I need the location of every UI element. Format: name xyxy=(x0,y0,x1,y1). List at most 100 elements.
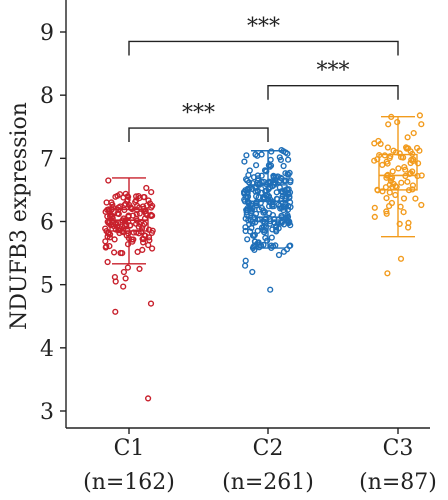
data-point xyxy=(139,225,146,232)
data-point xyxy=(243,212,250,219)
data-point xyxy=(143,184,150,192)
data-point xyxy=(377,140,384,148)
data-point xyxy=(397,203,404,210)
data-point xyxy=(273,195,280,202)
data-point xyxy=(102,244,109,251)
data-point xyxy=(148,189,155,196)
y-axis-title: NDUFB3 expression xyxy=(7,102,32,330)
data-point xyxy=(262,234,269,242)
data-point xyxy=(392,191,399,199)
data-point xyxy=(267,286,274,293)
data-point xyxy=(400,154,407,161)
data-point xyxy=(280,162,287,170)
significance-layer: *** *** *** xyxy=(128,14,399,143)
data-point xyxy=(374,187,381,194)
axis-layer: 3 4 5 6 7 8 9 C1 (n=162) C2 (n=261) C3 (n=87) xyxy=(40,0,437,495)
data-point xyxy=(400,209,407,216)
data-point xyxy=(416,112,424,119)
data-point xyxy=(249,180,256,187)
data-point xyxy=(395,165,402,172)
data-point xyxy=(242,215,249,222)
data-point xyxy=(418,121,425,128)
data-point xyxy=(270,243,277,250)
y-tick-label: 8 xyxy=(40,84,54,109)
data-point xyxy=(405,224,412,231)
data-point xyxy=(252,184,259,192)
data-point xyxy=(138,218,145,226)
data-point xyxy=(381,152,388,159)
data-point xyxy=(102,238,109,245)
data-point xyxy=(256,206,263,213)
data-point xyxy=(133,211,140,218)
data-point xyxy=(110,249,118,256)
data-point xyxy=(384,160,391,167)
data-point xyxy=(241,190,248,197)
data-point xyxy=(277,177,284,184)
x-category-label: C1 xyxy=(114,436,145,461)
data-point xyxy=(414,144,421,152)
data-point xyxy=(283,246,291,253)
data-point xyxy=(267,162,275,169)
data-point xyxy=(249,232,257,239)
data-point xyxy=(383,174,390,181)
data-point xyxy=(397,255,405,262)
data-point xyxy=(244,236,251,243)
data-point xyxy=(147,300,155,307)
data-point xyxy=(242,257,249,264)
data-point xyxy=(248,224,255,232)
data-point xyxy=(140,194,147,201)
data-point xyxy=(396,150,403,157)
data-point xyxy=(242,262,249,269)
data-point xyxy=(404,178,411,185)
data-point xyxy=(114,210,121,217)
data-point xyxy=(112,193,119,200)
data-point xyxy=(371,140,378,147)
data-point xyxy=(128,236,135,243)
data-point xyxy=(124,241,132,248)
data-point xyxy=(278,212,285,219)
significance-bracket xyxy=(128,127,269,143)
data-point xyxy=(121,202,128,209)
data-point xyxy=(128,205,135,212)
x-category-label: C2 xyxy=(253,436,284,461)
data-point xyxy=(410,130,417,137)
data-point xyxy=(136,204,143,211)
data-point xyxy=(376,152,383,159)
data-point xyxy=(264,191,271,198)
data-point xyxy=(271,173,278,180)
data-point xyxy=(149,227,156,234)
y-tick-label: 3 xyxy=(40,400,54,425)
data-point xyxy=(145,395,152,402)
data-point xyxy=(371,204,378,211)
y-tick-label: 9 xyxy=(40,21,54,46)
data-point xyxy=(262,167,269,174)
data-point xyxy=(278,147,285,154)
data-point xyxy=(136,265,143,273)
data-point xyxy=(268,148,275,155)
data-point xyxy=(407,170,414,177)
y-tick-label: 5 xyxy=(40,274,54,299)
data-point xyxy=(418,201,425,209)
data-point xyxy=(382,184,390,191)
data-point xyxy=(241,158,248,165)
data-point xyxy=(138,228,145,235)
data-point xyxy=(116,191,124,198)
data-point xyxy=(266,220,274,227)
data-point xyxy=(111,274,119,281)
data-point xyxy=(266,163,274,170)
significance-label: *** xyxy=(317,59,350,84)
data-point xyxy=(111,236,118,243)
group-c3 xyxy=(371,112,425,277)
data-point xyxy=(384,270,391,277)
x-category-label: C3 xyxy=(383,436,414,461)
data-point xyxy=(133,197,140,204)
data-point xyxy=(119,250,126,257)
data-point xyxy=(284,170,291,178)
group-c1 xyxy=(102,177,156,402)
data-point xyxy=(383,210,390,217)
data-point xyxy=(387,153,394,160)
x-count-label: (n=87) xyxy=(359,470,437,495)
data-point xyxy=(243,176,250,183)
data-point xyxy=(398,179,405,186)
data-point xyxy=(371,213,378,221)
